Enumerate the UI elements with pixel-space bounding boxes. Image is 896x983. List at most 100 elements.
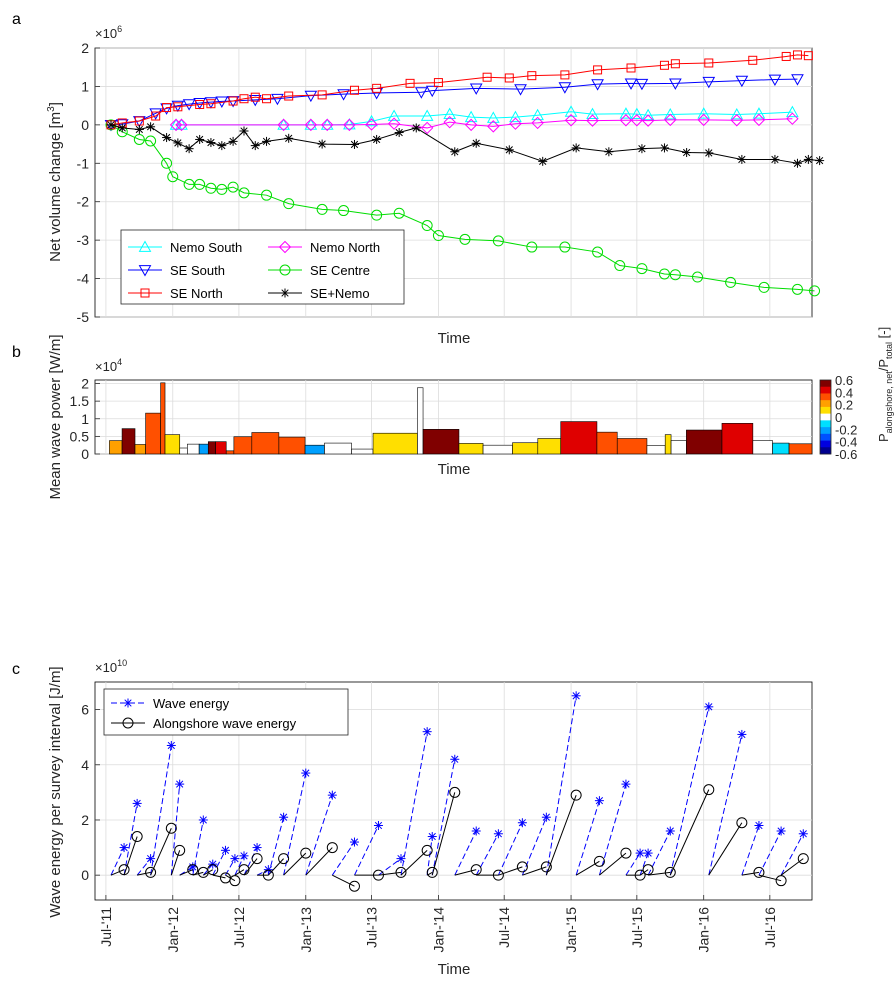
data-point <box>151 111 161 121</box>
colorbar-segment <box>820 413 831 421</box>
data-point <box>165 822 177 834</box>
interval-line <box>521 817 547 876</box>
data-point <box>304 118 318 132</box>
colorbar-segment <box>820 427 831 435</box>
data-point <box>558 82 572 94</box>
data-point <box>317 90 327 100</box>
legend-label: Nemo South <box>170 240 242 255</box>
data-point <box>737 729 747 739</box>
series-line <box>110 54 809 126</box>
data-point <box>730 114 743 127</box>
legend-marker <box>279 264 291 276</box>
data-point <box>482 72 492 82</box>
data-point <box>105 119 117 131</box>
data-point <box>228 136 238 146</box>
interval-line <box>332 874 355 887</box>
x-ticks-c: Jul-'11 Jan-'12 Jul-'12 Jan-'13 Jul-'13 Jan-'… <box>98 895 778 952</box>
y-ticks-b: 0 0.51 1.52 <box>70 376 100 462</box>
data-point <box>735 75 749 88</box>
data-point <box>420 109 434 121</box>
interval-line <box>639 852 649 876</box>
bar <box>686 429 723 455</box>
data-point <box>516 861 528 873</box>
interval-line <box>669 706 710 876</box>
data-point <box>531 108 544 121</box>
data-point <box>271 93 284 106</box>
data-point <box>559 241 571 253</box>
legend-marker <box>138 265 152 277</box>
data-point <box>411 123 421 133</box>
colorbar-segment <box>820 393 831 401</box>
data-point <box>786 112 799 125</box>
x-tick-label: Jul-'15 <box>629 907 645 948</box>
data-point <box>238 187 250 199</box>
data-point <box>301 768 311 778</box>
data-point <box>665 826 675 836</box>
data-point <box>173 102 183 112</box>
data-point <box>450 147 460 157</box>
data-point <box>752 107 766 119</box>
interval-line <box>179 869 193 876</box>
data-point <box>815 156 825 166</box>
data-point <box>571 143 581 153</box>
bar <box>121 428 136 455</box>
legend-marker <box>278 240 292 254</box>
x-tick-label: Jul-'16 <box>762 907 778 948</box>
data-point <box>304 90 318 103</box>
exponent-b: ×104 <box>95 357 122 374</box>
interval-line <box>780 833 804 876</box>
data-point <box>283 198 295 210</box>
data-point <box>284 133 294 143</box>
y-tick-label: -1 <box>77 155 90 171</box>
data-point <box>531 116 544 130</box>
data-point <box>304 118 318 130</box>
interval-line <box>431 792 456 876</box>
colorbar-segment <box>820 380 831 388</box>
data-point <box>697 107 711 119</box>
data-point <box>703 784 715 796</box>
data-point <box>278 853 290 865</box>
interval-line <box>545 695 577 876</box>
data-point <box>277 118 290 130</box>
data-point <box>798 829 808 839</box>
data-point <box>593 65 603 75</box>
data-point <box>320 118 334 130</box>
data-point <box>146 122 156 132</box>
interval-line <box>110 847 125 876</box>
colorbar-segment <box>820 420 831 428</box>
data-point <box>183 178 195 190</box>
bar <box>278 436 306 455</box>
bar <box>482 444 513 455</box>
bar <box>145 412 161 455</box>
x-tick-label: Jan-'13 <box>298 907 314 953</box>
interval-line <box>454 869 477 876</box>
interval-line <box>454 830 477 876</box>
data-point <box>803 154 813 164</box>
data-point <box>227 181 239 193</box>
x-tick-label: Jan-'12 <box>165 907 181 953</box>
legend-c: Wave energy Alongshore wave energy <box>103 688 349 736</box>
data-point <box>570 789 582 801</box>
interval-line <box>234 855 245 876</box>
data-point <box>252 843 262 853</box>
y-tick-label: 0 <box>81 446 89 462</box>
data-point <box>317 139 327 149</box>
data-point <box>316 203 328 215</box>
data-point <box>634 869 646 881</box>
interval-line <box>305 847 333 876</box>
data-point <box>669 78 682 90</box>
data-point <box>659 143 669 153</box>
data-point <box>658 268 670 280</box>
interval-line <box>426 836 433 876</box>
data-point <box>450 754 460 764</box>
colorbar-tick-label: 0.6 <box>835 373 853 388</box>
data-point <box>217 141 227 151</box>
data-point <box>776 826 786 836</box>
data-point <box>792 158 802 168</box>
interval-line <box>522 866 547 876</box>
data-point <box>343 118 356 132</box>
data-point <box>517 818 527 828</box>
bar <box>164 434 181 455</box>
data-point <box>414 87 428 99</box>
